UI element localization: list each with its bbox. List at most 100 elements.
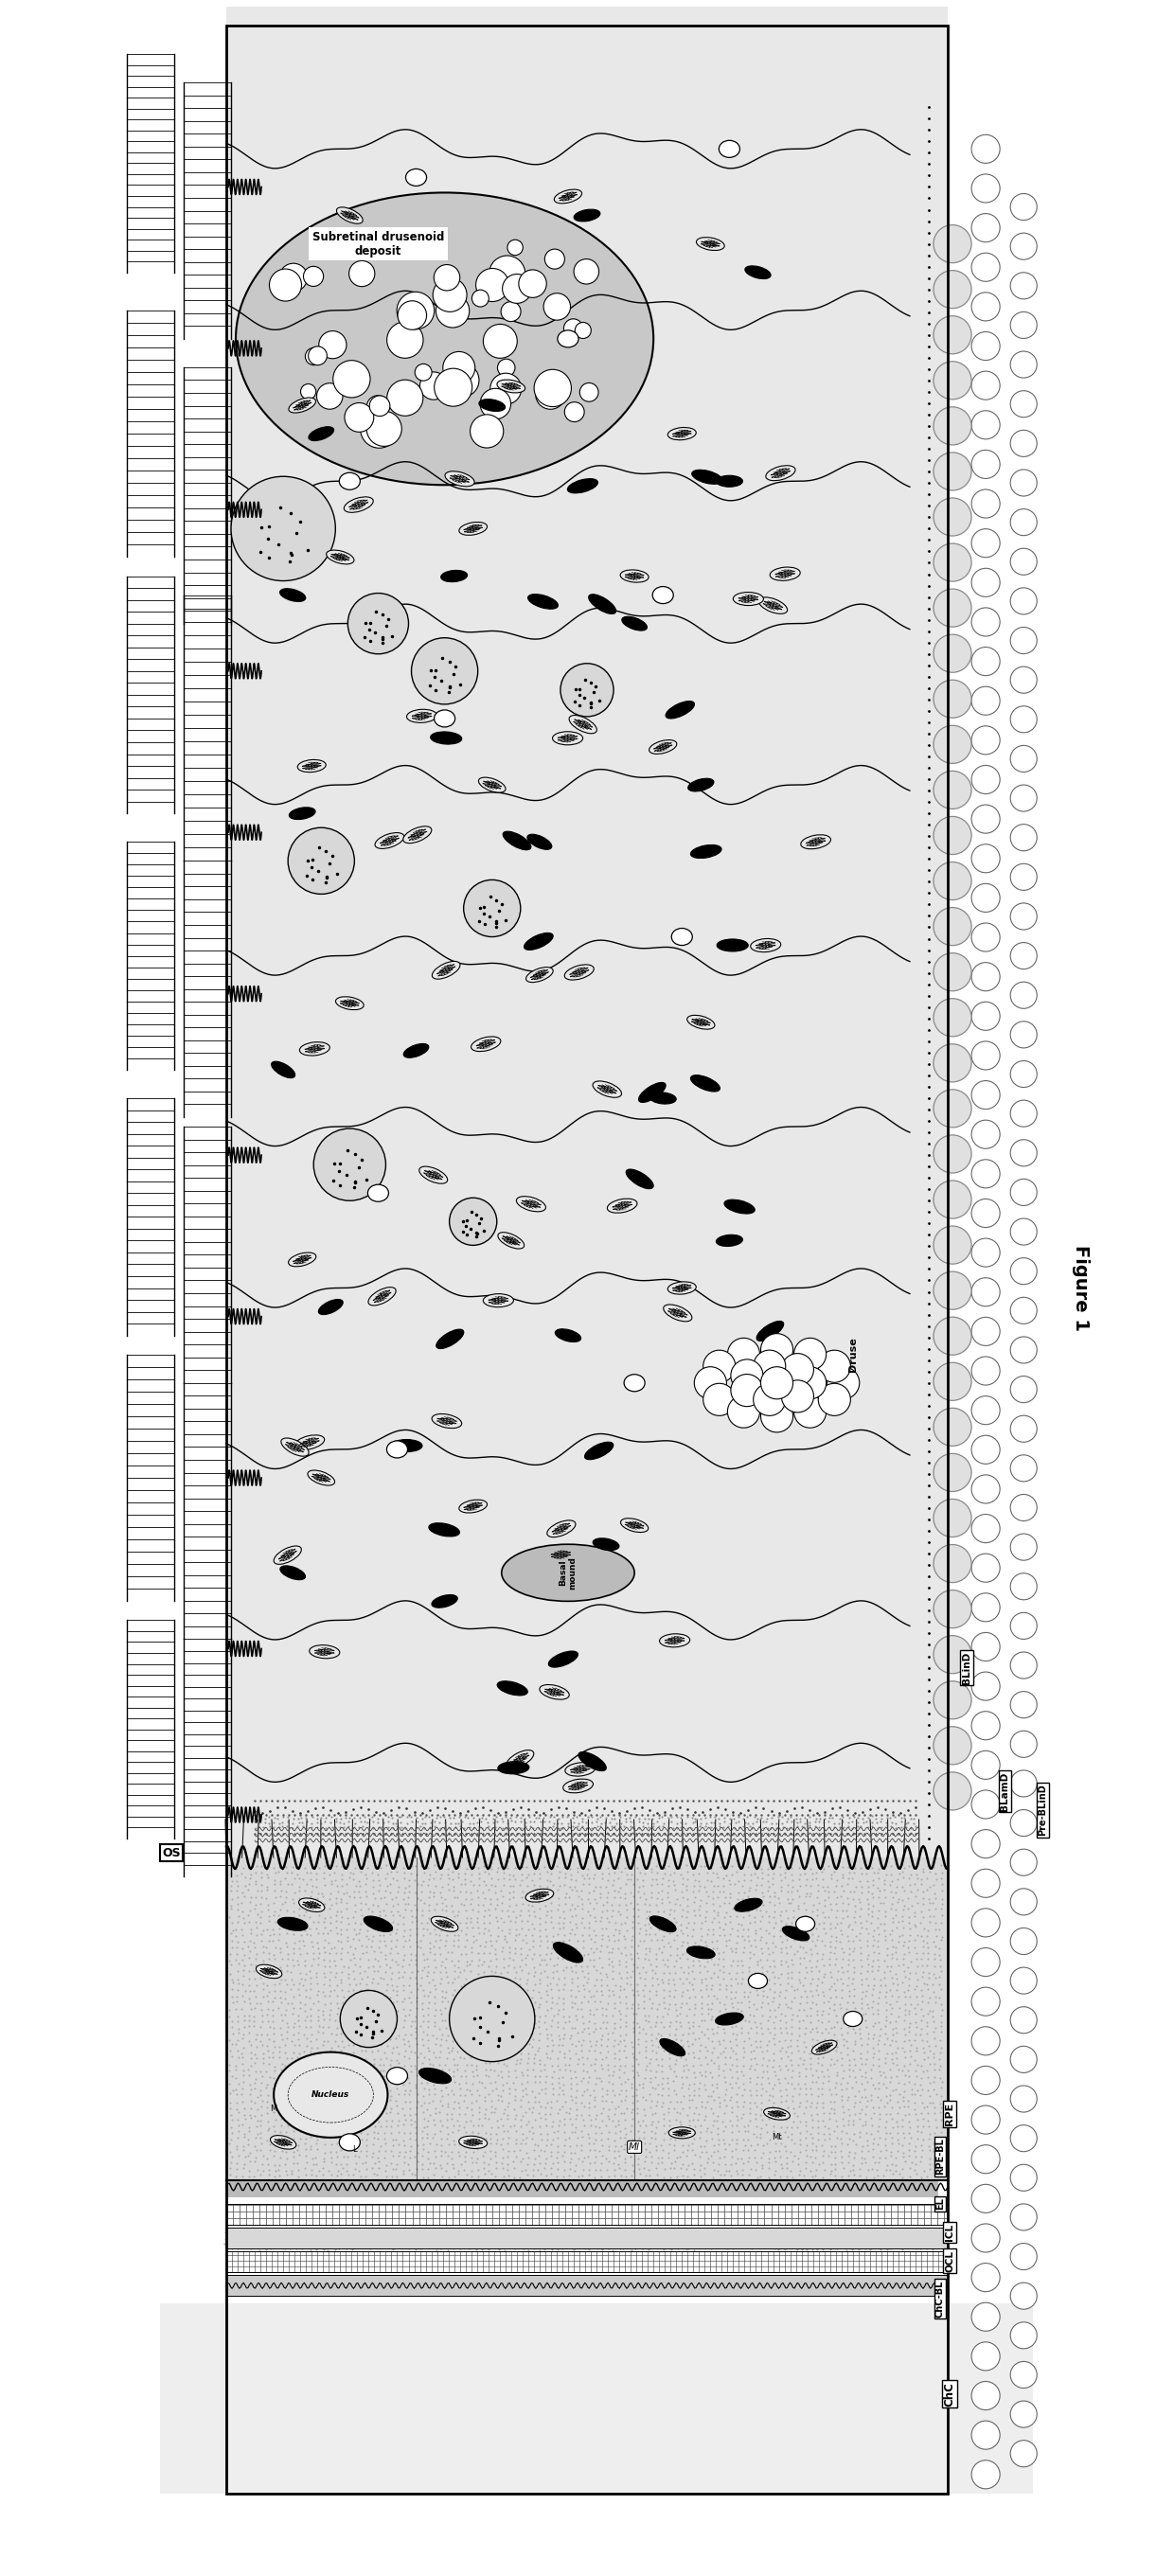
Circle shape	[971, 1909, 1000, 1937]
Ellipse shape	[431, 732, 461, 744]
Circle shape	[1011, 469, 1037, 497]
Circle shape	[971, 1947, 1000, 1976]
Ellipse shape	[337, 206, 363, 224]
Circle shape	[971, 2380, 1000, 2411]
Ellipse shape	[524, 933, 553, 951]
Ellipse shape	[441, 569, 467, 582]
Ellipse shape	[593, 1538, 619, 1551]
Circle shape	[1011, 904, 1037, 930]
Ellipse shape	[281, 1566, 305, 1579]
Ellipse shape	[375, 832, 404, 848]
Circle shape	[971, 2066, 1000, 2094]
Text: ChC: ChC	[944, 2383, 956, 2406]
Bar	[227, 2177, 938, 2197]
Ellipse shape	[497, 379, 525, 392]
Ellipse shape	[527, 835, 552, 850]
Bar	[227, 2275, 947, 2295]
Circle shape	[1011, 1731, 1037, 1757]
Text: ChC-BL: ChC-BL	[936, 2280, 945, 2318]
Circle shape	[971, 2460, 1000, 2488]
Circle shape	[366, 412, 402, 446]
Ellipse shape	[626, 1170, 654, 1188]
Ellipse shape	[669, 2128, 695, 2138]
Ellipse shape	[547, 1520, 575, 1538]
Ellipse shape	[432, 961, 460, 979]
Circle shape	[971, 175, 1000, 204]
Ellipse shape	[479, 778, 506, 793]
Ellipse shape	[459, 1499, 487, 1512]
Ellipse shape	[484, 1293, 513, 1306]
Circle shape	[506, 260, 522, 278]
Ellipse shape	[565, 1762, 595, 1775]
Ellipse shape	[574, 209, 600, 222]
Circle shape	[933, 1226, 971, 1265]
Ellipse shape	[585, 1443, 613, 1461]
Circle shape	[971, 2184, 1000, 2213]
Ellipse shape	[419, 1167, 447, 1182]
Circle shape	[1011, 2321, 1037, 2349]
Ellipse shape	[569, 716, 596, 734]
Circle shape	[971, 1592, 1000, 1620]
Ellipse shape	[558, 330, 579, 348]
Circle shape	[1011, 1927, 1037, 1955]
Circle shape	[971, 2303, 1000, 2331]
Ellipse shape	[733, 592, 763, 605]
Circle shape	[1011, 2007, 1037, 2032]
Circle shape	[933, 726, 971, 762]
Bar	[160, 2303, 1033, 2494]
Ellipse shape	[770, 567, 801, 580]
Ellipse shape	[666, 701, 695, 719]
Circle shape	[933, 1589, 971, 1628]
Text: RPE: RPE	[945, 2102, 954, 2125]
Ellipse shape	[445, 471, 474, 487]
Circle shape	[475, 268, 510, 301]
Circle shape	[971, 1121, 1000, 1149]
Ellipse shape	[298, 1899, 325, 1911]
Ellipse shape	[517, 1195, 546, 1211]
Circle shape	[933, 1043, 971, 1082]
Circle shape	[933, 407, 971, 446]
Ellipse shape	[696, 237, 724, 250]
Circle shape	[1011, 2401, 1037, 2427]
Ellipse shape	[718, 142, 740, 157]
Circle shape	[971, 804, 1000, 832]
Circle shape	[269, 268, 302, 301]
Circle shape	[1011, 1494, 1037, 1520]
Circle shape	[933, 907, 971, 945]
Ellipse shape	[391, 1440, 423, 1453]
Ellipse shape	[406, 708, 437, 724]
Ellipse shape	[403, 827, 432, 842]
Circle shape	[730, 1360, 763, 1391]
Ellipse shape	[339, 471, 360, 489]
Circle shape	[1011, 2362, 1037, 2388]
Circle shape	[1011, 1574, 1037, 1600]
Circle shape	[519, 270, 547, 299]
Circle shape	[933, 1363, 971, 1401]
Ellipse shape	[278, 1917, 308, 1929]
Circle shape	[470, 415, 504, 448]
Circle shape	[971, 1986, 1000, 2017]
Ellipse shape	[653, 587, 674, 603]
Text: ICL: ICL	[945, 2223, 954, 2241]
Ellipse shape	[295, 1435, 324, 1450]
Circle shape	[484, 325, 518, 358]
Circle shape	[472, 291, 488, 307]
Circle shape	[794, 1337, 826, 1370]
Ellipse shape	[326, 551, 355, 564]
Ellipse shape	[565, 1561, 595, 1574]
Circle shape	[580, 384, 599, 402]
Ellipse shape	[650, 1917, 676, 1932]
Circle shape	[933, 999, 971, 1036]
Ellipse shape	[691, 469, 722, 484]
Circle shape	[565, 402, 585, 422]
Circle shape	[1011, 2045, 1037, 2074]
Circle shape	[933, 270, 971, 309]
Circle shape	[1011, 1770, 1037, 1798]
Circle shape	[348, 592, 409, 654]
Circle shape	[1011, 1139, 1037, 1167]
Circle shape	[575, 322, 591, 337]
Circle shape	[933, 1636, 971, 1674]
Circle shape	[933, 544, 971, 582]
Bar	[227, 2228, 947, 2249]
Ellipse shape	[588, 595, 616, 613]
